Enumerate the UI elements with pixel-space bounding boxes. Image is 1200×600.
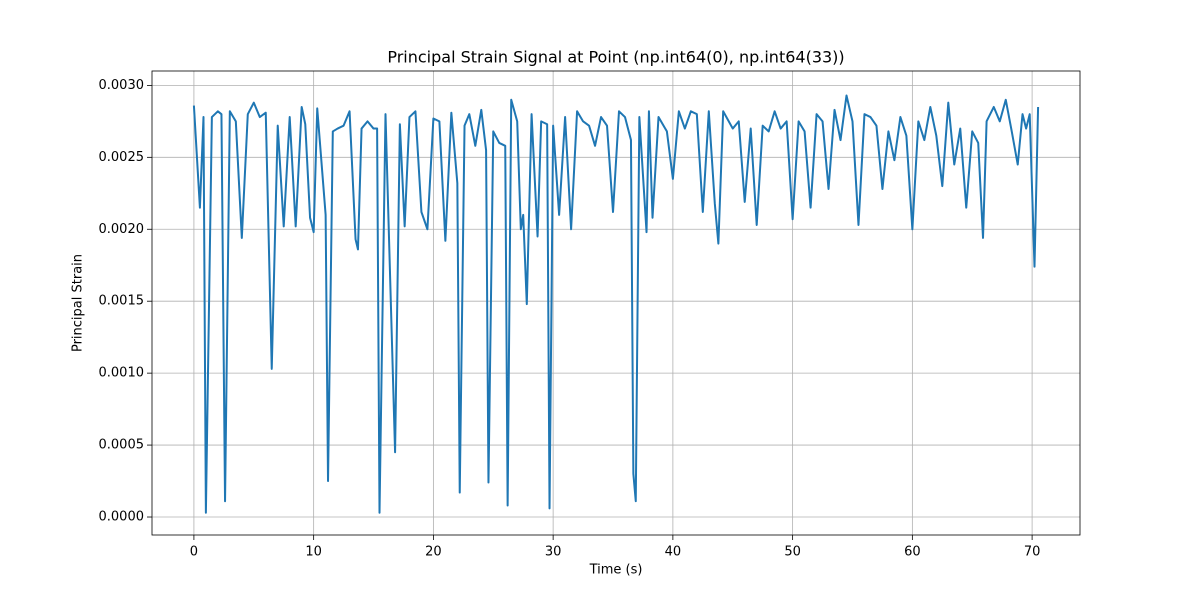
y-tick-label: 0.0005 [99,438,145,453]
x-tick-label: 20 [425,545,442,560]
y-tick-label: 0.0000 [99,510,145,525]
x-tick-label: 50 [784,545,801,560]
y-tick-label: 0.0030 [99,78,145,93]
x-tick-label: 10 [305,545,322,560]
y-tick-label: 0.0020 [99,222,145,237]
x-tick-label: 60 [904,545,921,560]
y-tick-label: 0.0010 [99,366,145,381]
y-axis-label: Principal Strain [71,254,86,352]
data-line [192,94,1040,514]
plot-frame [151,70,1081,536]
x-tick-label: 0 [190,545,198,560]
x-tick-label: 30 [545,545,562,560]
y-tick-label: 0.0025 [99,150,145,165]
x-tick-label: 40 [665,545,682,560]
x-tick-label: 70 [1024,545,1041,560]
x-axis-label: Time (s) [589,563,643,578]
chart-title: Principal Strain Signal at Point (np.int… [387,48,844,67]
y-tick-label: 0.0015 [99,294,145,309]
